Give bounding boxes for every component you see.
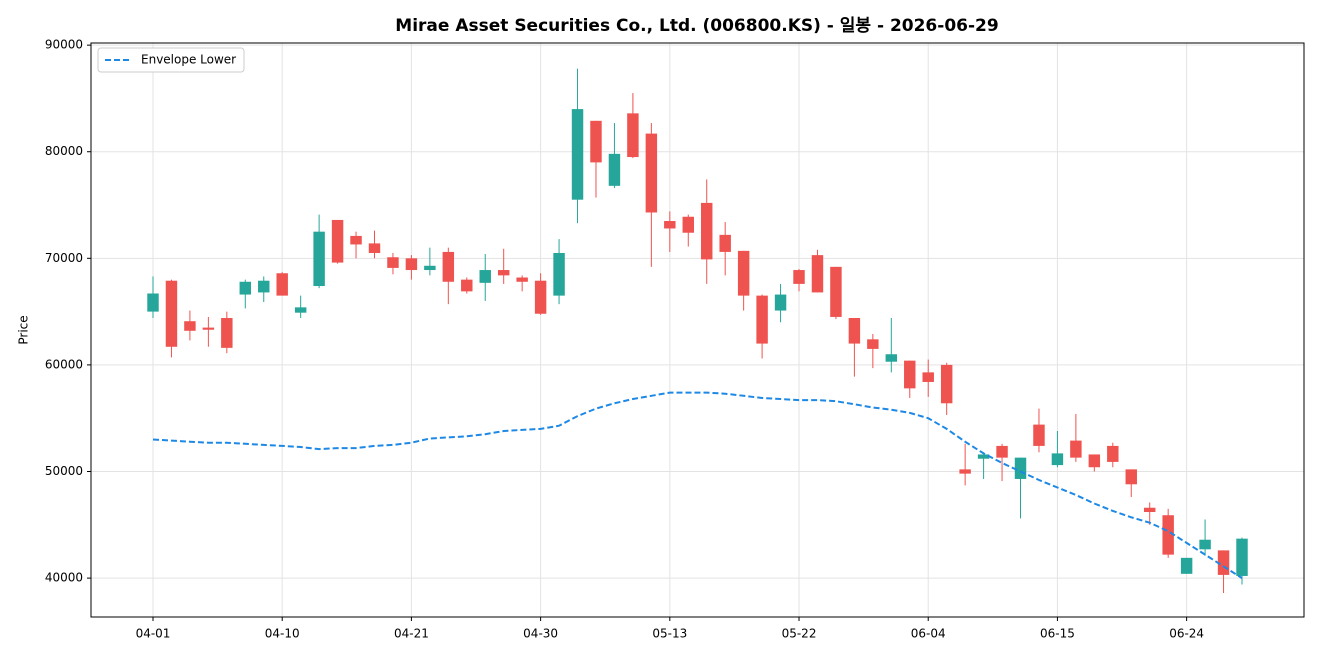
candle-body xyxy=(940,364,953,404)
candle-body xyxy=(1088,454,1101,468)
candle-body xyxy=(553,252,565,296)
candle-body xyxy=(922,372,934,382)
candle-body xyxy=(516,277,528,282)
x-tick-label: 04-21 xyxy=(394,627,429,641)
candle-body xyxy=(202,327,215,330)
candle-body xyxy=(756,295,768,344)
candle-body xyxy=(830,266,842,317)
candle-body xyxy=(442,251,455,282)
y-axis-label: Price xyxy=(17,315,31,344)
candle-body xyxy=(1125,469,1137,485)
candle-body xyxy=(1236,538,1248,576)
chart-title: Mirae Asset Securities Co., Ltd. (006800… xyxy=(395,16,998,36)
candle-body xyxy=(719,234,731,252)
candle-body xyxy=(331,219,344,263)
candle-body xyxy=(848,318,861,344)
line-series xyxy=(152,391,1243,579)
candle-body xyxy=(959,469,971,474)
legend-label: Envelope Lower xyxy=(141,53,236,67)
candle-body xyxy=(1199,539,1211,550)
x-tick-label: 04-30 xyxy=(523,627,558,641)
candle-body xyxy=(534,280,547,314)
candle-body xyxy=(479,270,491,283)
candle-body xyxy=(184,321,196,331)
y-tick-label: 70000 xyxy=(45,251,83,265)
x-tick-label: 04-01 xyxy=(136,627,171,641)
candle-body xyxy=(221,318,233,348)
candle-body xyxy=(276,273,288,296)
candle-body xyxy=(867,339,879,349)
candle-body xyxy=(405,258,418,271)
candle-body xyxy=(885,354,898,362)
y-tick-label: 50000 xyxy=(45,464,83,478)
candle-body xyxy=(1162,515,1174,555)
candle-body xyxy=(368,243,381,253)
candle-body xyxy=(1143,507,1156,513)
x-tick-label: 06-15 xyxy=(1040,627,1075,641)
candle-body xyxy=(571,109,584,200)
candle-body xyxy=(1180,557,1193,574)
candle-body xyxy=(774,294,787,311)
candle-body xyxy=(461,279,473,292)
candle-body xyxy=(1217,550,1230,575)
candle-body xyxy=(294,307,307,313)
candle-body xyxy=(1051,453,1064,466)
y-tick-label: 80000 xyxy=(45,144,83,158)
x-tick-label: 06-04 xyxy=(911,627,946,641)
candle-body xyxy=(977,454,990,459)
candle-body xyxy=(590,120,602,163)
y-tick-label: 60000 xyxy=(45,357,83,371)
candle-body xyxy=(258,280,270,293)
candle-body xyxy=(627,113,639,158)
candle-body xyxy=(1107,445,1119,462)
candle-body xyxy=(424,265,436,271)
candle-body xyxy=(147,293,159,312)
candle-body xyxy=(701,202,713,260)
y-tick-label: 90000 xyxy=(45,38,83,52)
x-tick-label: 04-10 xyxy=(265,627,300,641)
candle-body xyxy=(1070,440,1082,458)
y-tick-label: 40000 xyxy=(45,571,83,585)
x-tick-label: 05-13 xyxy=(652,627,687,641)
candle-body xyxy=(904,360,916,389)
candle-body xyxy=(313,231,325,287)
candle-body xyxy=(1033,424,1045,446)
candle-body xyxy=(239,281,252,295)
x-tick-label: 06-24 xyxy=(1169,627,1204,641)
candle-body xyxy=(350,235,362,245)
candle-body xyxy=(608,153,621,186)
candle-body xyxy=(996,445,1008,458)
candle-body xyxy=(664,221,676,229)
candle-body xyxy=(645,133,658,213)
candle-body xyxy=(1014,457,1027,479)
candle-body xyxy=(737,250,750,296)
legend-box xyxy=(97,47,245,73)
x-tick-label: 05-22 xyxy=(782,627,817,641)
candle-body xyxy=(682,216,694,233)
candle-body xyxy=(387,257,399,268)
candle-body xyxy=(497,270,510,276)
candle-body xyxy=(165,280,178,347)
candle-body xyxy=(793,270,805,284)
plot-frame xyxy=(90,42,1305,618)
candle-body xyxy=(811,255,824,293)
